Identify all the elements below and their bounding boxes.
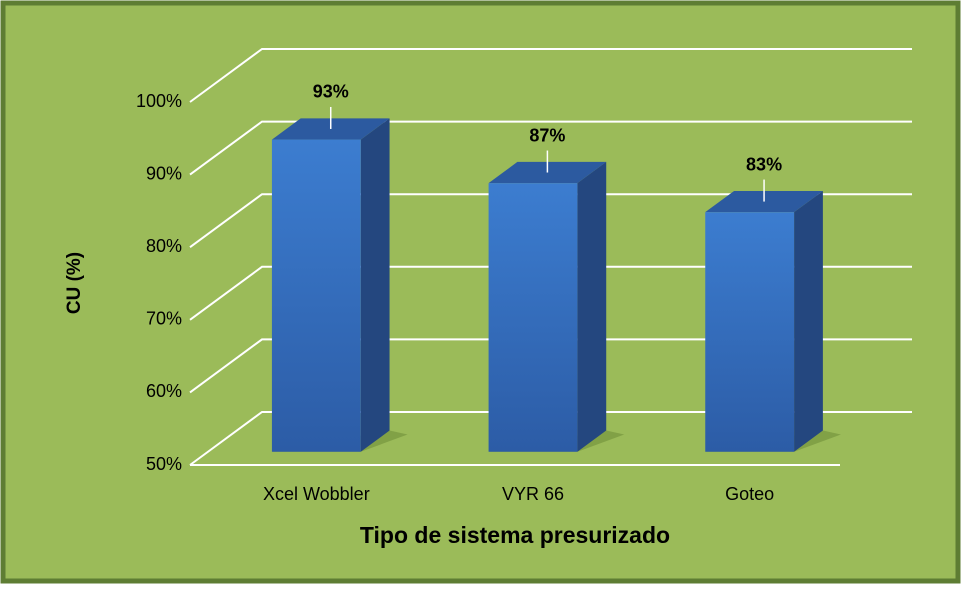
x-tick-label: Goteo (725, 484, 774, 504)
grid-line (189, 120, 912, 176)
y-axis-title: CU (%) (64, 252, 85, 314)
y-tick-label: 80% (146, 236, 182, 256)
x-tick-label: VYR 66 (502, 484, 564, 504)
y-tick-label: 70% (146, 309, 182, 329)
y-tick-label: 90% (146, 163, 182, 183)
data-label: 93% (313, 82, 349, 102)
bar (271, 139, 361, 452)
y-tick-label: 50% (146, 454, 182, 474)
data-label: 87% (529, 125, 565, 145)
grid-line (189, 411, 912, 466)
y-tick-label: 60% (146, 381, 182, 401)
data-label: 83% (746, 154, 782, 174)
grid-line (189, 193, 912, 249)
grid-line (189, 48, 912, 103)
bar-side (577, 161, 607, 452)
bar-side (794, 190, 823, 452)
bar (488, 183, 578, 452)
x-tick-label: Xcel Wobbler (263, 484, 370, 504)
x-axis-title: Tipo de sistema presurizado (360, 522, 670, 548)
bar-side (360, 118, 390, 452)
grid-line (189, 338, 912, 394)
bar (705, 212, 795, 452)
y-tick-label: 100% (136, 91, 182, 111)
grid-line (189, 265, 912, 321)
